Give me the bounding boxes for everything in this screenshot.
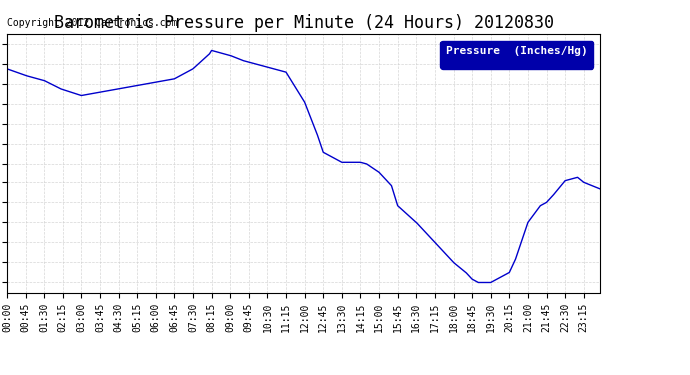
Legend:  <box>440 41 593 69</box>
Title: Barometric Pressure per Minute (24 Hours) 20120830: Barometric Pressure per Minute (24 Hours… <box>54 14 553 32</box>
Text: Copyright 2012 Cartronics.com: Copyright 2012 Cartronics.com <box>7 18 177 28</box>
